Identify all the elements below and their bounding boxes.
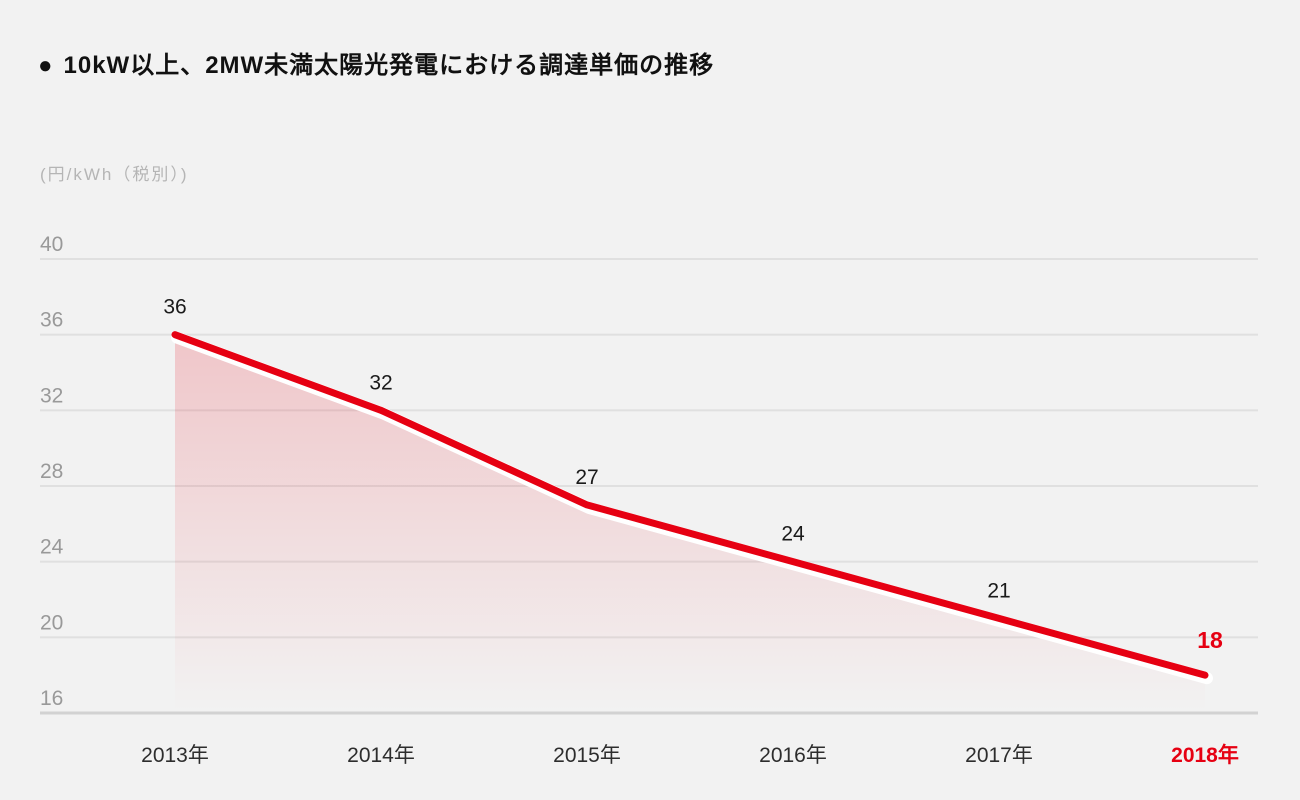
area-fill (175, 340, 1205, 713)
x-label: 2017年 (965, 744, 1033, 767)
x-label: 2016年 (759, 744, 827, 767)
y-axis-unit-label: (円/kWh（税別）) (40, 165, 189, 184)
y-tick-label: 28 (40, 460, 63, 483)
y-tick-label: 36 (40, 309, 63, 332)
y-axis-tick-labels: 40 36 32 28 24 20 16 (40, 233, 64, 710)
x-label-highlighted: 2018年 (1171, 743, 1239, 767)
data-point-labels: 36 32 27 24 21 18 (163, 296, 1223, 654)
data-label: 27 (575, 466, 598, 489)
data-label: 21 (987, 579, 1010, 602)
y-tick-label: 32 (40, 384, 63, 407)
x-label: 2013年 (141, 744, 209, 767)
series-line (171, 331, 1209, 679)
x-label: 2014年 (347, 744, 415, 767)
page-title-text: 10kW以上、2MW未満太陽光発電における調達単価の推移 (63, 52, 715, 79)
bullet-icon: ● (38, 52, 54, 79)
data-label: 32 (369, 371, 392, 394)
data-label-highlighted: 18 (1197, 627, 1223, 653)
x-axis-labels: 2013年 2014年 2015年 2016年 2017年 2018年 (141, 743, 1239, 767)
y-tick-label: 16 (40, 687, 63, 710)
y-tick-label: 40 (40, 233, 63, 256)
x-label: 2015年 (553, 744, 621, 767)
data-label: 24 (781, 523, 805, 546)
y-tick-label: 20 (40, 611, 63, 634)
page-title: ● 10kW以上、2MW未満太陽光発電における調達単価の推移 (38, 45, 714, 80)
y-tick-label: 24 (40, 536, 64, 559)
data-label: 36 (163, 296, 186, 319)
